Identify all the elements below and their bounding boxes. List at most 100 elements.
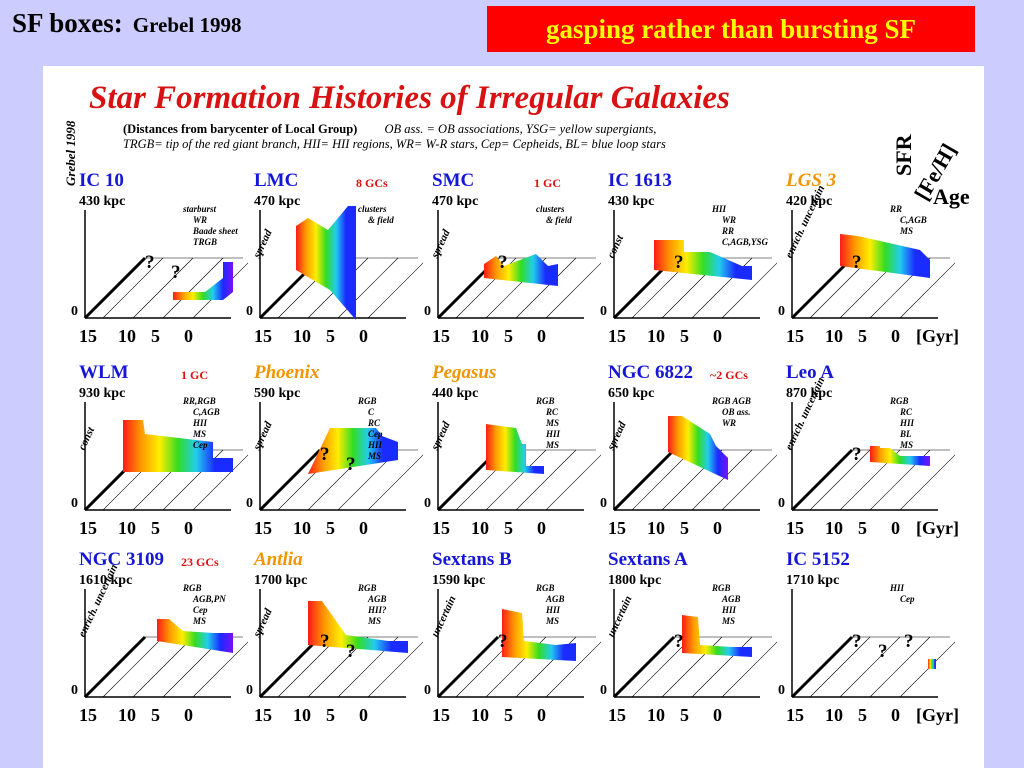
age-tick: 0 bbox=[359, 705, 368, 725]
panel-distance: 1700 kpc bbox=[254, 573, 308, 588]
panel-name: Leo A bbox=[786, 362, 835, 383]
age-tick: 5 bbox=[858, 705, 867, 725]
panel-name: LGS 3 bbox=[786, 170, 837, 191]
sf-history-block bbox=[654, 240, 752, 280]
uncertainty-mark: ? bbox=[498, 631, 508, 652]
age-tick: 15 bbox=[79, 326, 97, 346]
uncertainty-mark: ? bbox=[674, 252, 684, 273]
age-tick: 15 bbox=[254, 518, 272, 538]
panel-plot bbox=[612, 402, 777, 512]
panel-note: C,AGB,YSG bbox=[722, 237, 769, 247]
panel-note: Cep bbox=[368, 429, 383, 439]
age-tick: 10 bbox=[293, 326, 311, 346]
uncertainty-mark: ? bbox=[852, 444, 862, 465]
banner: gasping rather than bursting SF bbox=[487, 6, 975, 52]
panel-plot bbox=[436, 589, 601, 699]
grid-line bbox=[132, 257, 194, 319]
panel-plot bbox=[258, 589, 423, 699]
panel-antlia: Antlia 1700 kpc 0 spread RGB AGB HII? MS?? 15 10 5… bbox=[246, 549, 423, 729]
age-tick: 15 bbox=[608, 326, 626, 346]
panel-name: LMC bbox=[254, 170, 299, 191]
panel-note: starburst bbox=[183, 204, 217, 214]
grid-line bbox=[809, 636, 871, 698]
figure-subtitle: (Distances from barycenter of Local Grou… bbox=[123, 122, 666, 152]
panel-note: OB ass. bbox=[722, 407, 751, 417]
panel-distance: 930 kpc bbox=[79, 386, 126, 401]
panel-sextans-a: Sextans A 1800 kpc 0 uncertain RGB AGB HII MS? 1… bbox=[600, 549, 777, 729]
uncertainty-mark: ? bbox=[320, 444, 330, 465]
grid-line bbox=[515, 257, 577, 319]
panel-note: MS bbox=[368, 616, 382, 626]
panel-note: MS bbox=[900, 226, 914, 236]
grid-line bbox=[545, 641, 601, 698]
panel-note: RGB bbox=[712, 583, 731, 593]
panel-ngc-6822: NGC 6822 650 kpc ~2 GCs 0 spread RGB AGB OB as… bbox=[600, 362, 777, 542]
panel-note: Cep bbox=[193, 440, 208, 450]
grid-line bbox=[367, 262, 423, 319]
grid-line bbox=[367, 454, 423, 511]
gyr-unit-label: [Gyr] bbox=[916, 518, 959, 538]
age-tick: 5 bbox=[151, 518, 160, 538]
feh-axis bbox=[790, 256, 854, 320]
panel-gc-count: 23 GCs bbox=[181, 555, 219, 569]
panel-note: RGB bbox=[890, 396, 909, 406]
panel-phoenix: Phoenix 590 kpc 0 spread RGB C RC Cep HII MS?? 15 1… bbox=[246, 362, 423, 542]
grid-line bbox=[839, 636, 901, 698]
axis-zero-label: 0 bbox=[71, 304, 78, 319]
sf-history-block bbox=[308, 428, 398, 474]
age-tick: 15 bbox=[432, 518, 450, 538]
panel-note: clusters bbox=[358, 204, 387, 214]
panel-note: RC bbox=[900, 407, 913, 417]
axis-zero-label: 0 bbox=[424, 304, 431, 319]
panel-note: RGB bbox=[183, 583, 202, 593]
panel-note: AGB,PN bbox=[193, 594, 226, 604]
panel-gc-count: 8 GCs bbox=[356, 176, 388, 190]
panel-distance: 430 kpc bbox=[79, 194, 126, 209]
feh-axis bbox=[83, 635, 147, 699]
age-tick: 10 bbox=[647, 518, 665, 538]
slide-title-author: Grebel 1998 bbox=[132, 13, 242, 37]
panel-note: HII bbox=[546, 429, 561, 439]
panel-name: WLM bbox=[79, 362, 129, 383]
panel-name: Sextans B bbox=[432, 549, 512, 570]
feh-axis bbox=[612, 448, 676, 512]
sf-history-block bbox=[308, 601, 408, 653]
panel-ngc-3109: NGC 3109 1610 kpc 23 GCs 0 enrich. uncertain… bbox=[71, 549, 248, 729]
age-tick: 0 bbox=[891, 705, 900, 725]
age-tick: 0 bbox=[713, 326, 722, 346]
panel-note: WR bbox=[722, 215, 737, 225]
age-tick: 15 bbox=[432, 705, 450, 725]
age-tick: 15 bbox=[608, 518, 626, 538]
sf-history-block bbox=[668, 416, 728, 480]
panel-gc-count: 1 GC bbox=[181, 368, 208, 382]
age-tick: 10 bbox=[118, 518, 136, 538]
grid-line bbox=[277, 636, 339, 698]
feh-axis bbox=[436, 635, 500, 699]
age-tick: 5 bbox=[504, 518, 513, 538]
panel-distance: 1800 kpc bbox=[608, 573, 662, 588]
age-tick: 10 bbox=[825, 326, 843, 346]
age-tick: 0 bbox=[359, 518, 368, 538]
grid-line bbox=[515, 449, 577, 511]
subtitle-line2: TRGB= tip of the red giant branch, HII= … bbox=[123, 137, 666, 151]
panel-note: HII bbox=[546, 605, 561, 615]
panel-plot bbox=[612, 589, 777, 699]
panel-leo-a: Leo A 870 kpc 0 enrich. uncertain RGB RC HII BL… bbox=[778, 362, 959, 542]
panel-note: HII bbox=[368, 440, 383, 450]
age-tick: 5 bbox=[326, 518, 335, 538]
panel-distance: 420 kpc bbox=[786, 194, 833, 209]
axis-zero-label: 0 bbox=[246, 683, 253, 698]
age-tick: 5 bbox=[680, 326, 689, 346]
age-tick: 0 bbox=[537, 705, 546, 725]
sf-history-block bbox=[484, 254, 558, 286]
panel-note: WR bbox=[722, 418, 737, 428]
age-tick: 0 bbox=[537, 326, 546, 346]
grid-line bbox=[869, 636, 931, 698]
age-tick: 0 bbox=[713, 518, 722, 538]
panel-plot bbox=[83, 589, 248, 699]
feh-axis bbox=[258, 448, 322, 512]
uncertainty-mark: ? bbox=[904, 631, 914, 652]
panel-distance: 470 kpc bbox=[254, 194, 301, 209]
grid-line bbox=[721, 262, 777, 319]
sf-history-block bbox=[502, 609, 576, 661]
